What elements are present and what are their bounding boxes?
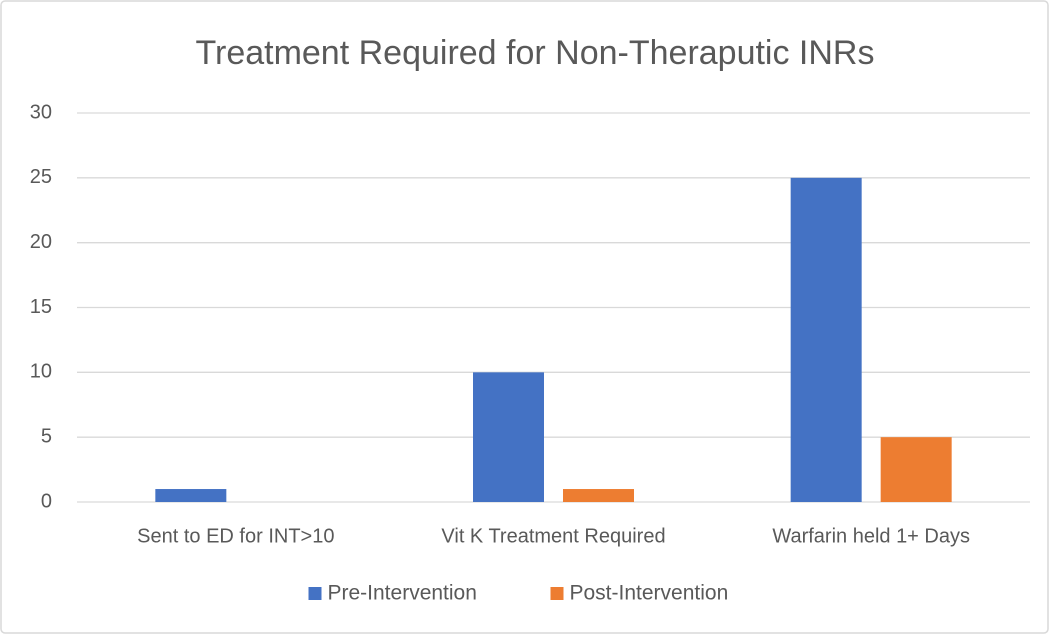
y-tick-label: 15	[30, 296, 52, 318]
bar	[473, 372, 544, 502]
bar	[880, 437, 952, 502]
chart-title: Treatment Required for Non-Theraputic IN…	[195, 34, 874, 72]
bar	[790, 177, 862, 503]
x-tick-label: Vit K Treatment Required	[441, 525, 665, 547]
y-tick-label: 25	[30, 166, 52, 188]
y-tick-label: 20	[30, 231, 52, 253]
legend-swatch	[550, 587, 564, 600]
x-tick-label: Sent to ED for INT>10	[137, 525, 334, 547]
x-tick-label: Warfarin held 1+ Days	[772, 525, 970, 547]
legend-label: Pre-Intervention	[328, 582, 477, 605]
bar	[155, 489, 227, 502]
y-tick-label: 0	[41, 490, 52, 512]
bar	[563, 489, 634, 502]
legend-swatch	[308, 587, 322, 600]
y-tick-label: 30	[30, 101, 52, 123]
y-tick-label: 10	[30, 361, 52, 383]
legend-label: Post-Intervention	[570, 582, 729, 605]
y-tick-label: 5	[41, 425, 52, 447]
